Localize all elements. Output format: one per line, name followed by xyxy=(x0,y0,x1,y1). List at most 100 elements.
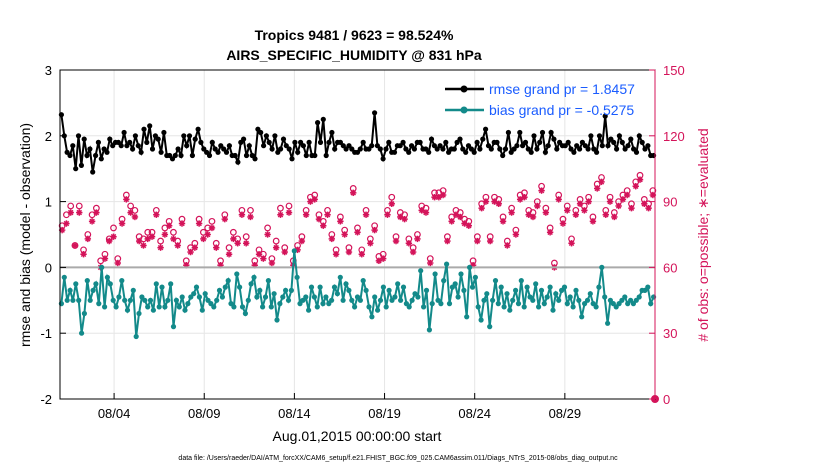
obs-evaluated-marker xyxy=(277,211,284,218)
rmse-point xyxy=(639,139,645,145)
y2tick-label: 60 xyxy=(663,260,677,275)
bias-point xyxy=(222,284,228,290)
bias-point xyxy=(251,274,257,280)
obs-possible-marker xyxy=(272,237,280,245)
bias-point xyxy=(99,264,105,270)
bias-point xyxy=(423,287,430,293)
x-axis-label: Aug.01,2015 00:00:00 start xyxy=(273,428,442,444)
rmse-point xyxy=(241,136,247,142)
rmse-point xyxy=(463,149,469,155)
bias-point xyxy=(199,307,205,313)
rmse-point xyxy=(93,152,99,159)
rmse-point xyxy=(494,139,500,145)
bias-point xyxy=(280,294,286,300)
rmse-point xyxy=(585,146,591,152)
bias-point xyxy=(242,310,248,317)
rmse-point xyxy=(391,149,398,155)
rmse-point xyxy=(261,143,267,149)
obs-possible-marker xyxy=(247,206,254,214)
bias-point xyxy=(464,314,470,320)
bias-point xyxy=(61,274,67,280)
obs-evaluated-marker xyxy=(499,218,507,225)
bias-point xyxy=(96,301,102,307)
obs-evaluated-marker xyxy=(486,237,494,245)
rmse-point xyxy=(411,146,417,152)
bias-point xyxy=(392,294,398,300)
bias-point xyxy=(524,284,530,290)
bias-point xyxy=(380,284,386,290)
rmse-point xyxy=(306,139,312,145)
bias-point xyxy=(593,304,599,310)
bias-point xyxy=(119,278,125,284)
obs-evaluated-marker xyxy=(84,235,92,243)
obs-evaluated-marker xyxy=(512,231,520,238)
rmse-point xyxy=(357,146,363,152)
obs-evaluated-marker xyxy=(576,200,584,207)
bias-point xyxy=(173,297,179,303)
ytick-label: -2 xyxy=(40,392,52,407)
bias-point xyxy=(495,301,501,307)
obs-evaluated-marker xyxy=(645,204,652,212)
rmse-point xyxy=(329,129,335,136)
obs-possible-marker xyxy=(144,228,152,236)
xtick-label: 08/29 xyxy=(549,406,582,421)
bias-point xyxy=(317,284,323,290)
bias-point xyxy=(260,304,266,310)
obs-evaluated-marker xyxy=(409,248,417,256)
bias-point xyxy=(530,297,536,303)
rmse-point xyxy=(243,152,250,159)
rmse-point xyxy=(232,152,238,159)
obs-evaluated-marker xyxy=(379,255,387,262)
rmse-point xyxy=(95,139,101,145)
rmse-point xyxy=(206,152,213,159)
bias-point xyxy=(124,307,131,313)
rmse-point xyxy=(477,146,483,152)
bias-point xyxy=(375,307,381,313)
obs-evaluated-marker xyxy=(367,240,374,247)
bias-point xyxy=(538,287,545,293)
bias-point xyxy=(475,304,481,310)
obs-possible-marker xyxy=(388,193,396,201)
bias-point xyxy=(395,281,401,287)
bias-point xyxy=(176,304,182,310)
rmse-point xyxy=(184,143,190,149)
rmse-point xyxy=(286,146,292,152)
bias-point xyxy=(421,304,427,310)
obs-evaluated-marker xyxy=(602,211,609,218)
rmse-point xyxy=(81,136,87,142)
bias-point xyxy=(153,281,159,287)
rmse-point xyxy=(369,143,375,149)
bias-point xyxy=(349,297,355,303)
rmse-point xyxy=(118,143,124,149)
bias-point xyxy=(490,297,496,303)
obs-evaluated-marker xyxy=(538,187,545,194)
bias-point xyxy=(487,324,493,330)
rmse-point xyxy=(295,149,301,155)
obs-evaluated-marker xyxy=(123,196,130,203)
obs-possible-marker xyxy=(264,224,272,232)
obs-evaluated-marker xyxy=(337,218,344,225)
rmse-point xyxy=(323,152,329,159)
obs-evaluated-marker xyxy=(529,213,537,221)
obs-evaluated-marker xyxy=(504,242,511,249)
rmse-point xyxy=(121,129,127,136)
obs-evaluated-marker xyxy=(482,198,490,205)
bias-point xyxy=(369,314,375,320)
obs-evaluated-marker xyxy=(298,237,306,245)
rmse-point xyxy=(377,146,383,152)
xtick-label: 08/24 xyxy=(458,406,491,421)
obs-evaluated-marker xyxy=(581,207,588,214)
rmse-point xyxy=(155,136,161,142)
obs-evaluated-marker xyxy=(388,200,395,207)
chart-subtitle: AIRS_SPECIFIC_HUMIDITY @ 831 hPa xyxy=(226,47,482,63)
rmse-point xyxy=(289,156,295,162)
rmse-point xyxy=(531,133,537,139)
rmse-point xyxy=(596,133,603,139)
rmse-point xyxy=(266,139,272,145)
bias-point xyxy=(107,281,113,287)
rmse-point xyxy=(317,139,324,145)
obs-evaluated-marker xyxy=(204,231,211,238)
obs-evaluated-marker xyxy=(131,213,139,221)
rmse-point xyxy=(269,146,275,152)
rmse-point xyxy=(599,143,605,149)
